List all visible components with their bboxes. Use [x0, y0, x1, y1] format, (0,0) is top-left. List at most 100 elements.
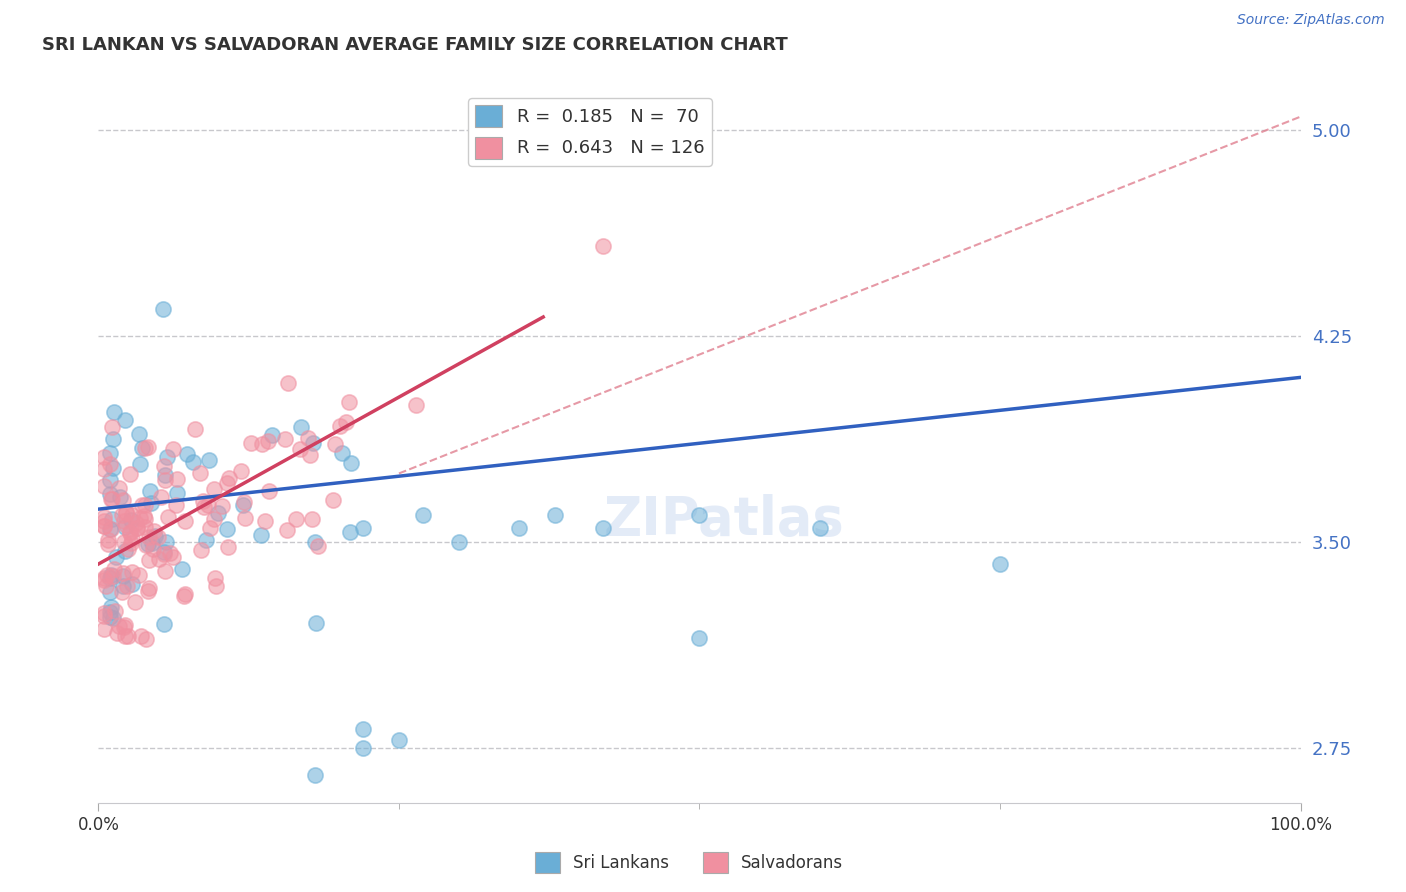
Point	[232, 499, 254, 513]
Point	[120, 513, 142, 527]
Point	[352, 521, 374, 535]
Point	[121, 565, 143, 579]
Point	[174, 514, 197, 528]
Point	[412, 508, 434, 522]
Point	[136, 440, 159, 454]
Point	[93, 514, 115, 528]
Point	[153, 544, 176, 558]
Legend: Sri Lankans, Salvadorans: Sri Lankans, Salvadorans	[529, 846, 849, 880]
Point	[131, 499, 153, 513]
Point	[447, 535, 470, 549]
Point	[188, 467, 211, 481]
Point	[114, 618, 136, 632]
Point	[217, 475, 239, 490]
Point	[173, 589, 195, 603]
Point	[100, 487, 122, 501]
Point	[100, 585, 122, 599]
Point	[260, 428, 283, 442]
Point	[162, 442, 184, 456]
Point	[290, 420, 312, 434]
Point	[93, 623, 115, 637]
Point	[139, 484, 162, 499]
Point	[100, 610, 122, 624]
Point	[104, 550, 127, 565]
Point	[129, 457, 152, 471]
Point	[100, 446, 122, 460]
Point	[808, 521, 831, 535]
Point	[301, 512, 323, 526]
Point	[101, 569, 124, 583]
Point	[304, 768, 326, 782]
Point	[176, 447, 198, 461]
Point	[100, 605, 122, 619]
Point	[112, 569, 135, 583]
Point	[202, 482, 225, 496]
Point	[170, 562, 193, 576]
Point	[592, 521, 614, 535]
Point	[285, 512, 308, 526]
Point	[93, 519, 115, 533]
Point	[100, 491, 122, 506]
Point	[118, 525, 141, 540]
Point	[118, 525, 141, 540]
Point	[218, 471, 240, 485]
Point	[304, 535, 326, 549]
Point	[100, 420, 122, 434]
Point	[136, 537, 159, 551]
Point	[115, 505, 138, 519]
Point	[184, 422, 207, 436]
Point	[988, 557, 1011, 571]
Point	[101, 461, 124, 475]
Point	[197, 498, 219, 512]
Point	[103, 405, 125, 419]
Point	[100, 522, 122, 536]
Point	[142, 524, 165, 538]
Point	[117, 542, 139, 557]
Point	[93, 478, 115, 492]
Point	[323, 437, 346, 451]
Point	[125, 516, 148, 530]
Point	[121, 532, 143, 546]
Point	[257, 483, 280, 498]
Point	[112, 492, 135, 507]
Point	[138, 530, 160, 544]
Point	[250, 527, 273, 541]
Point	[166, 472, 188, 486]
Point	[131, 441, 153, 455]
Point	[100, 523, 122, 537]
Point	[112, 566, 135, 581]
Point	[211, 500, 233, 514]
Point	[115, 517, 138, 532]
Point	[115, 579, 138, 593]
Point	[405, 398, 427, 412]
Point	[110, 585, 132, 599]
Point	[112, 514, 135, 528]
Legend: R =  0.185   N =  70, R =  0.643   N = 126: R = 0.185 N = 70, R = 0.643 N = 126	[468, 98, 711, 166]
Point	[124, 595, 146, 609]
Point	[100, 600, 122, 615]
Point	[274, 432, 297, 446]
Point	[138, 581, 160, 595]
Point	[297, 431, 319, 445]
Point	[352, 722, 374, 736]
Point	[142, 542, 165, 557]
Point	[235, 511, 257, 525]
Point	[114, 506, 136, 520]
Point	[108, 490, 131, 504]
Point	[302, 436, 325, 450]
Point	[190, 542, 212, 557]
Point	[156, 510, 179, 524]
Point	[101, 512, 124, 526]
Point	[93, 450, 115, 465]
Point	[299, 448, 322, 462]
Point	[134, 512, 156, 526]
Point	[101, 432, 124, 446]
Point	[200, 520, 222, 534]
Point	[118, 467, 141, 481]
Point	[193, 500, 215, 514]
Point	[165, 498, 187, 512]
Point	[107, 482, 129, 496]
Point	[93, 606, 115, 620]
Point	[111, 508, 134, 523]
Point	[129, 511, 152, 525]
